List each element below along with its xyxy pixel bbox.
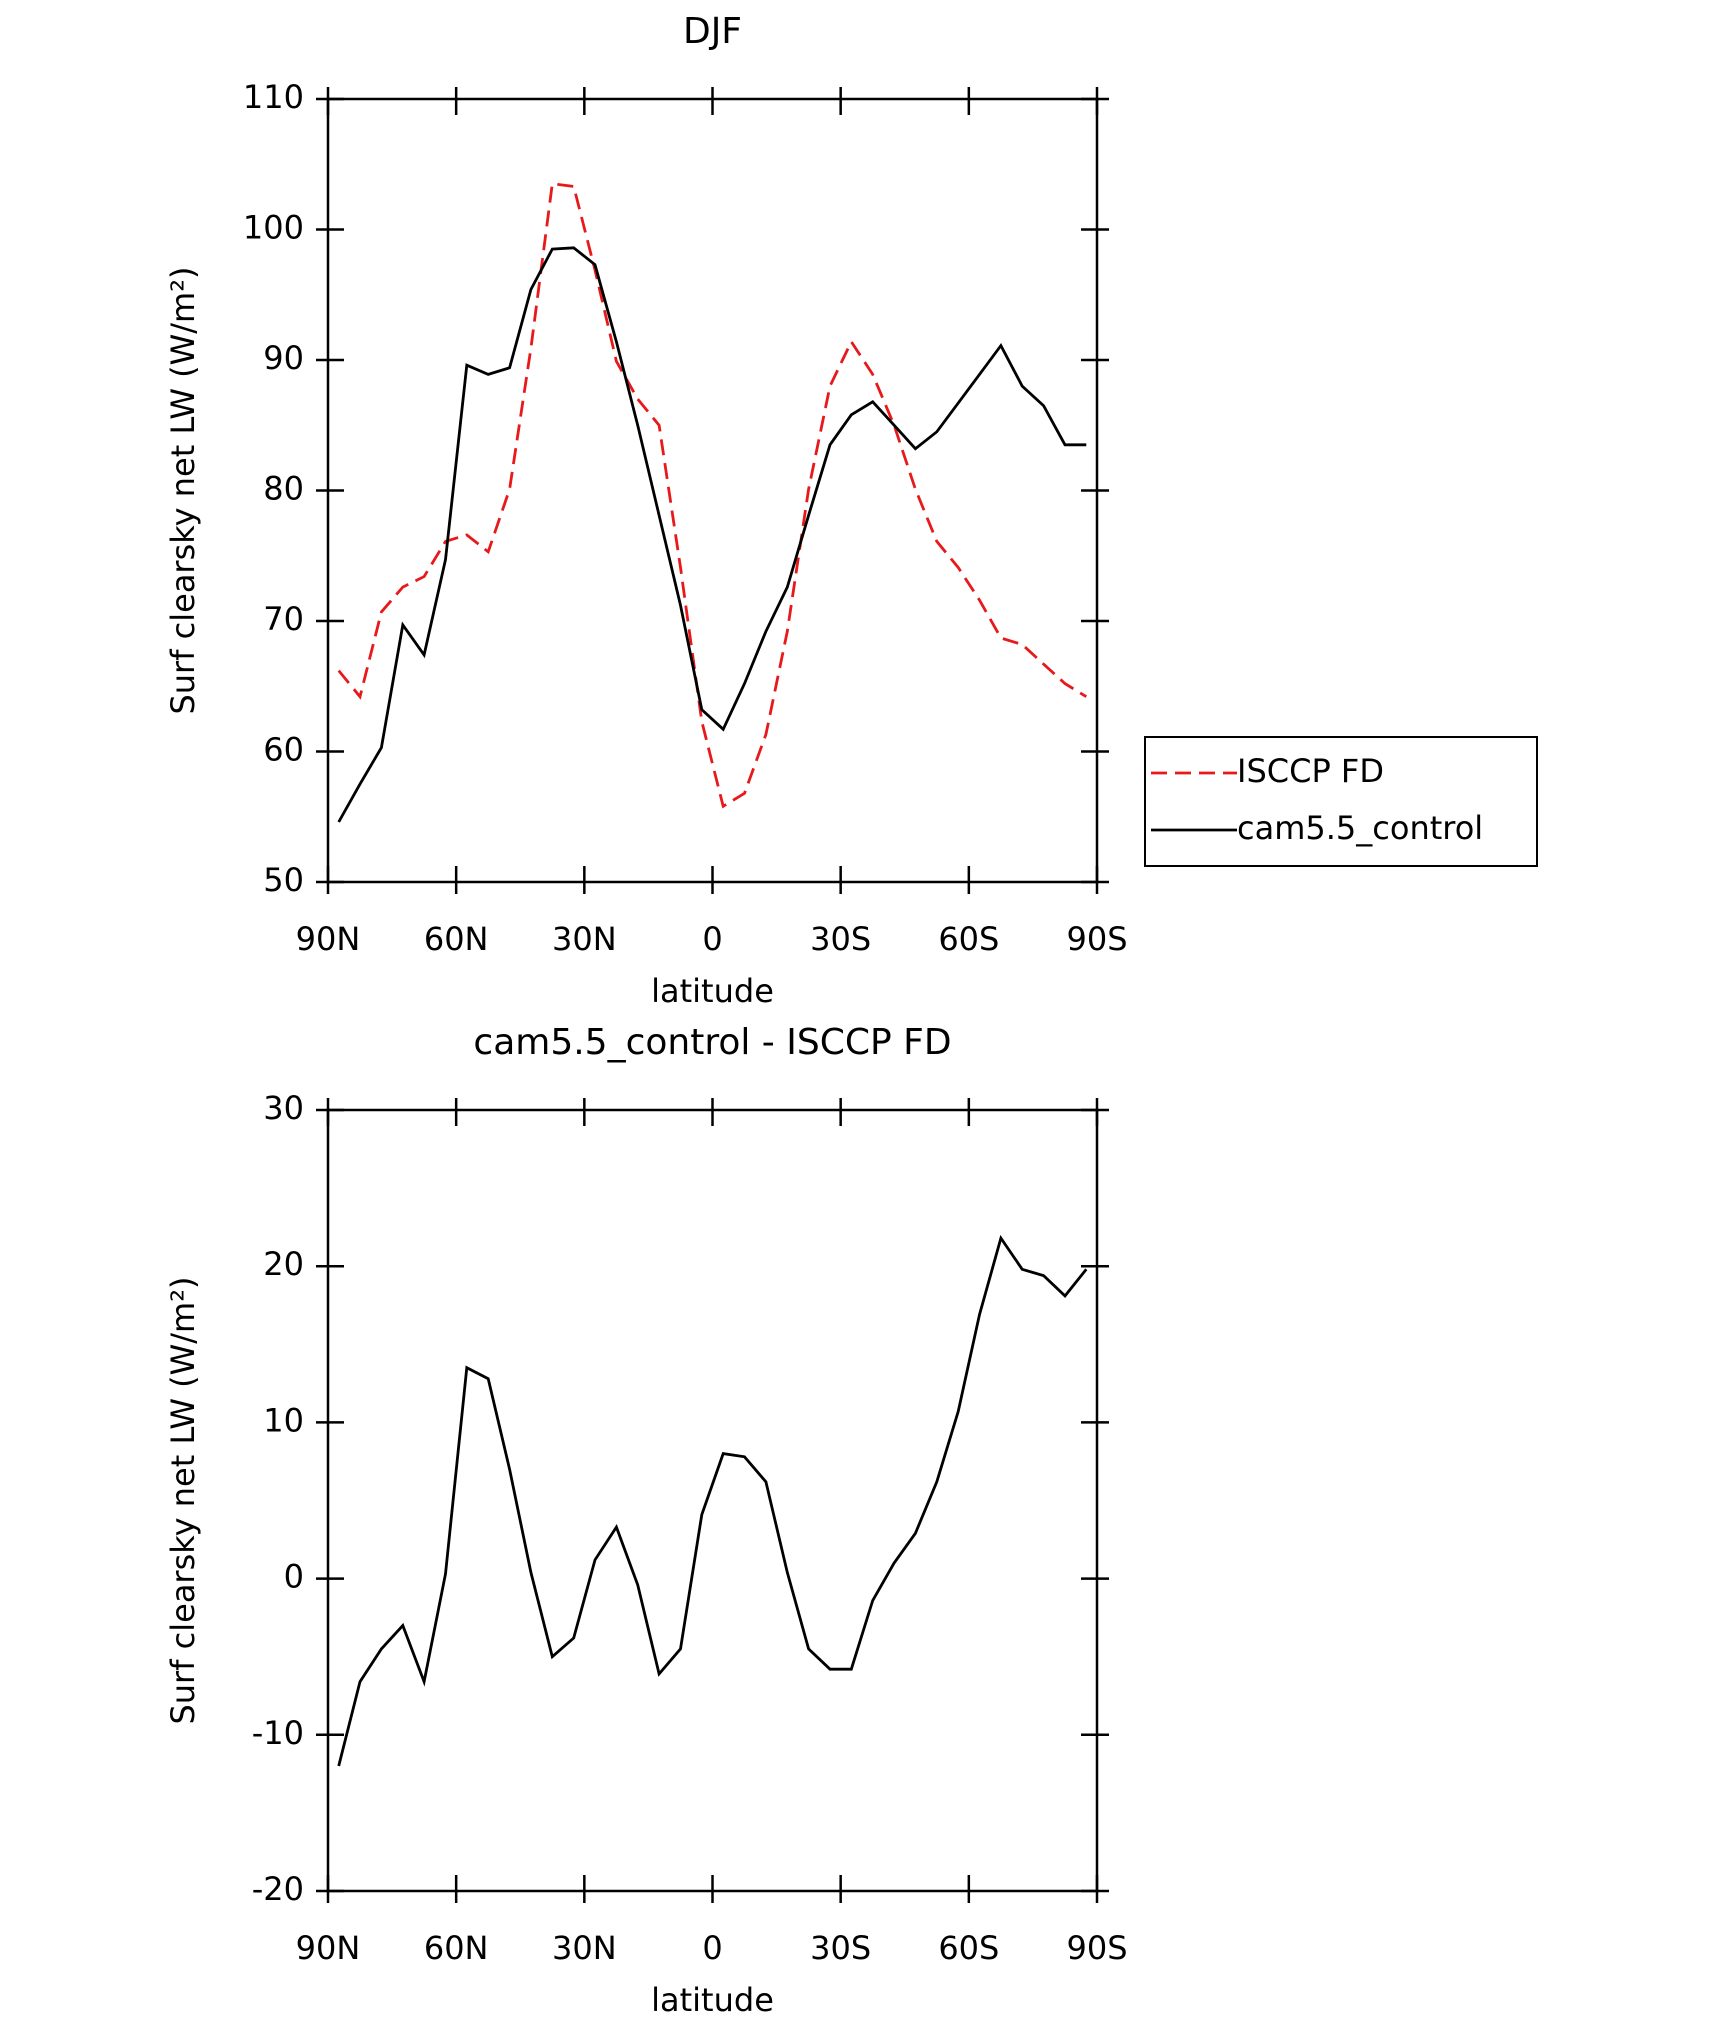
x-tick-label: 30N — [552, 1929, 617, 1967]
x-tick-label: 90N — [296, 920, 361, 958]
y-tick-label: 60 — [263, 731, 304, 769]
x-tick-label: 30N — [552, 920, 617, 958]
legend-label: ISCCP FD — [1237, 752, 1384, 790]
y-tick-label: 0 — [284, 1558, 304, 1596]
x-tick-label: 30S — [810, 1929, 871, 1967]
x-axis-label: latitude — [651, 1981, 774, 2019]
data-line — [337, 182, 1088, 809]
y-tick-label: 70 — [263, 600, 304, 638]
y-tick-label: 100 — [243, 209, 304, 247]
x-tick-label: 90S — [1066, 920, 1127, 958]
legend-box — [1144, 736, 1538, 867]
data-line — [337, 1234, 1088, 1767]
x-tick-label: 90N — [296, 1929, 361, 1967]
y-tick-label: 10 — [263, 1401, 304, 1439]
x-tick-label: 90S — [1066, 1929, 1127, 1967]
y-tick-label: 50 — [263, 861, 304, 899]
x-tick-label: 60N — [424, 1929, 489, 1967]
plot-frame — [326, 1108, 1099, 1893]
data-line — [337, 246, 1087, 823]
legend-label: cam5.5_control — [1237, 809, 1483, 847]
plot-frame — [326, 97, 1099, 884]
x-axis-label: latitude — [651, 972, 774, 1010]
y-tick-label: 110 — [243, 78, 304, 116]
x-tick-label: 60N — [424, 920, 489, 958]
y-tick-label: 20 — [263, 1245, 304, 1283]
chart-title: DJF — [683, 11, 742, 52]
y-axis-label: Surf clearsky net LW (W/m²) — [164, 1276, 202, 1724]
y-axis-label: Surf clearsky net LW (W/m²) — [164, 266, 202, 714]
x-tick-label: 60S — [938, 1929, 999, 1967]
chart-title: cam5.5_control - ISCCP FD — [473, 1022, 951, 1063]
x-tick-label: 0 — [702, 920, 722, 958]
y-tick-label: 90 — [263, 339, 304, 377]
x-tick-label: 0 — [702, 1929, 722, 1967]
x-tick-label: 60S — [938, 920, 999, 958]
y-tick-label: 30 — [263, 1089, 304, 1127]
x-tick-label: 30S — [810, 920, 871, 958]
y-tick-label: -20 — [252, 1870, 304, 1908]
y-tick-label: 80 — [263, 470, 304, 508]
y-tick-label: -10 — [252, 1714, 304, 1752]
